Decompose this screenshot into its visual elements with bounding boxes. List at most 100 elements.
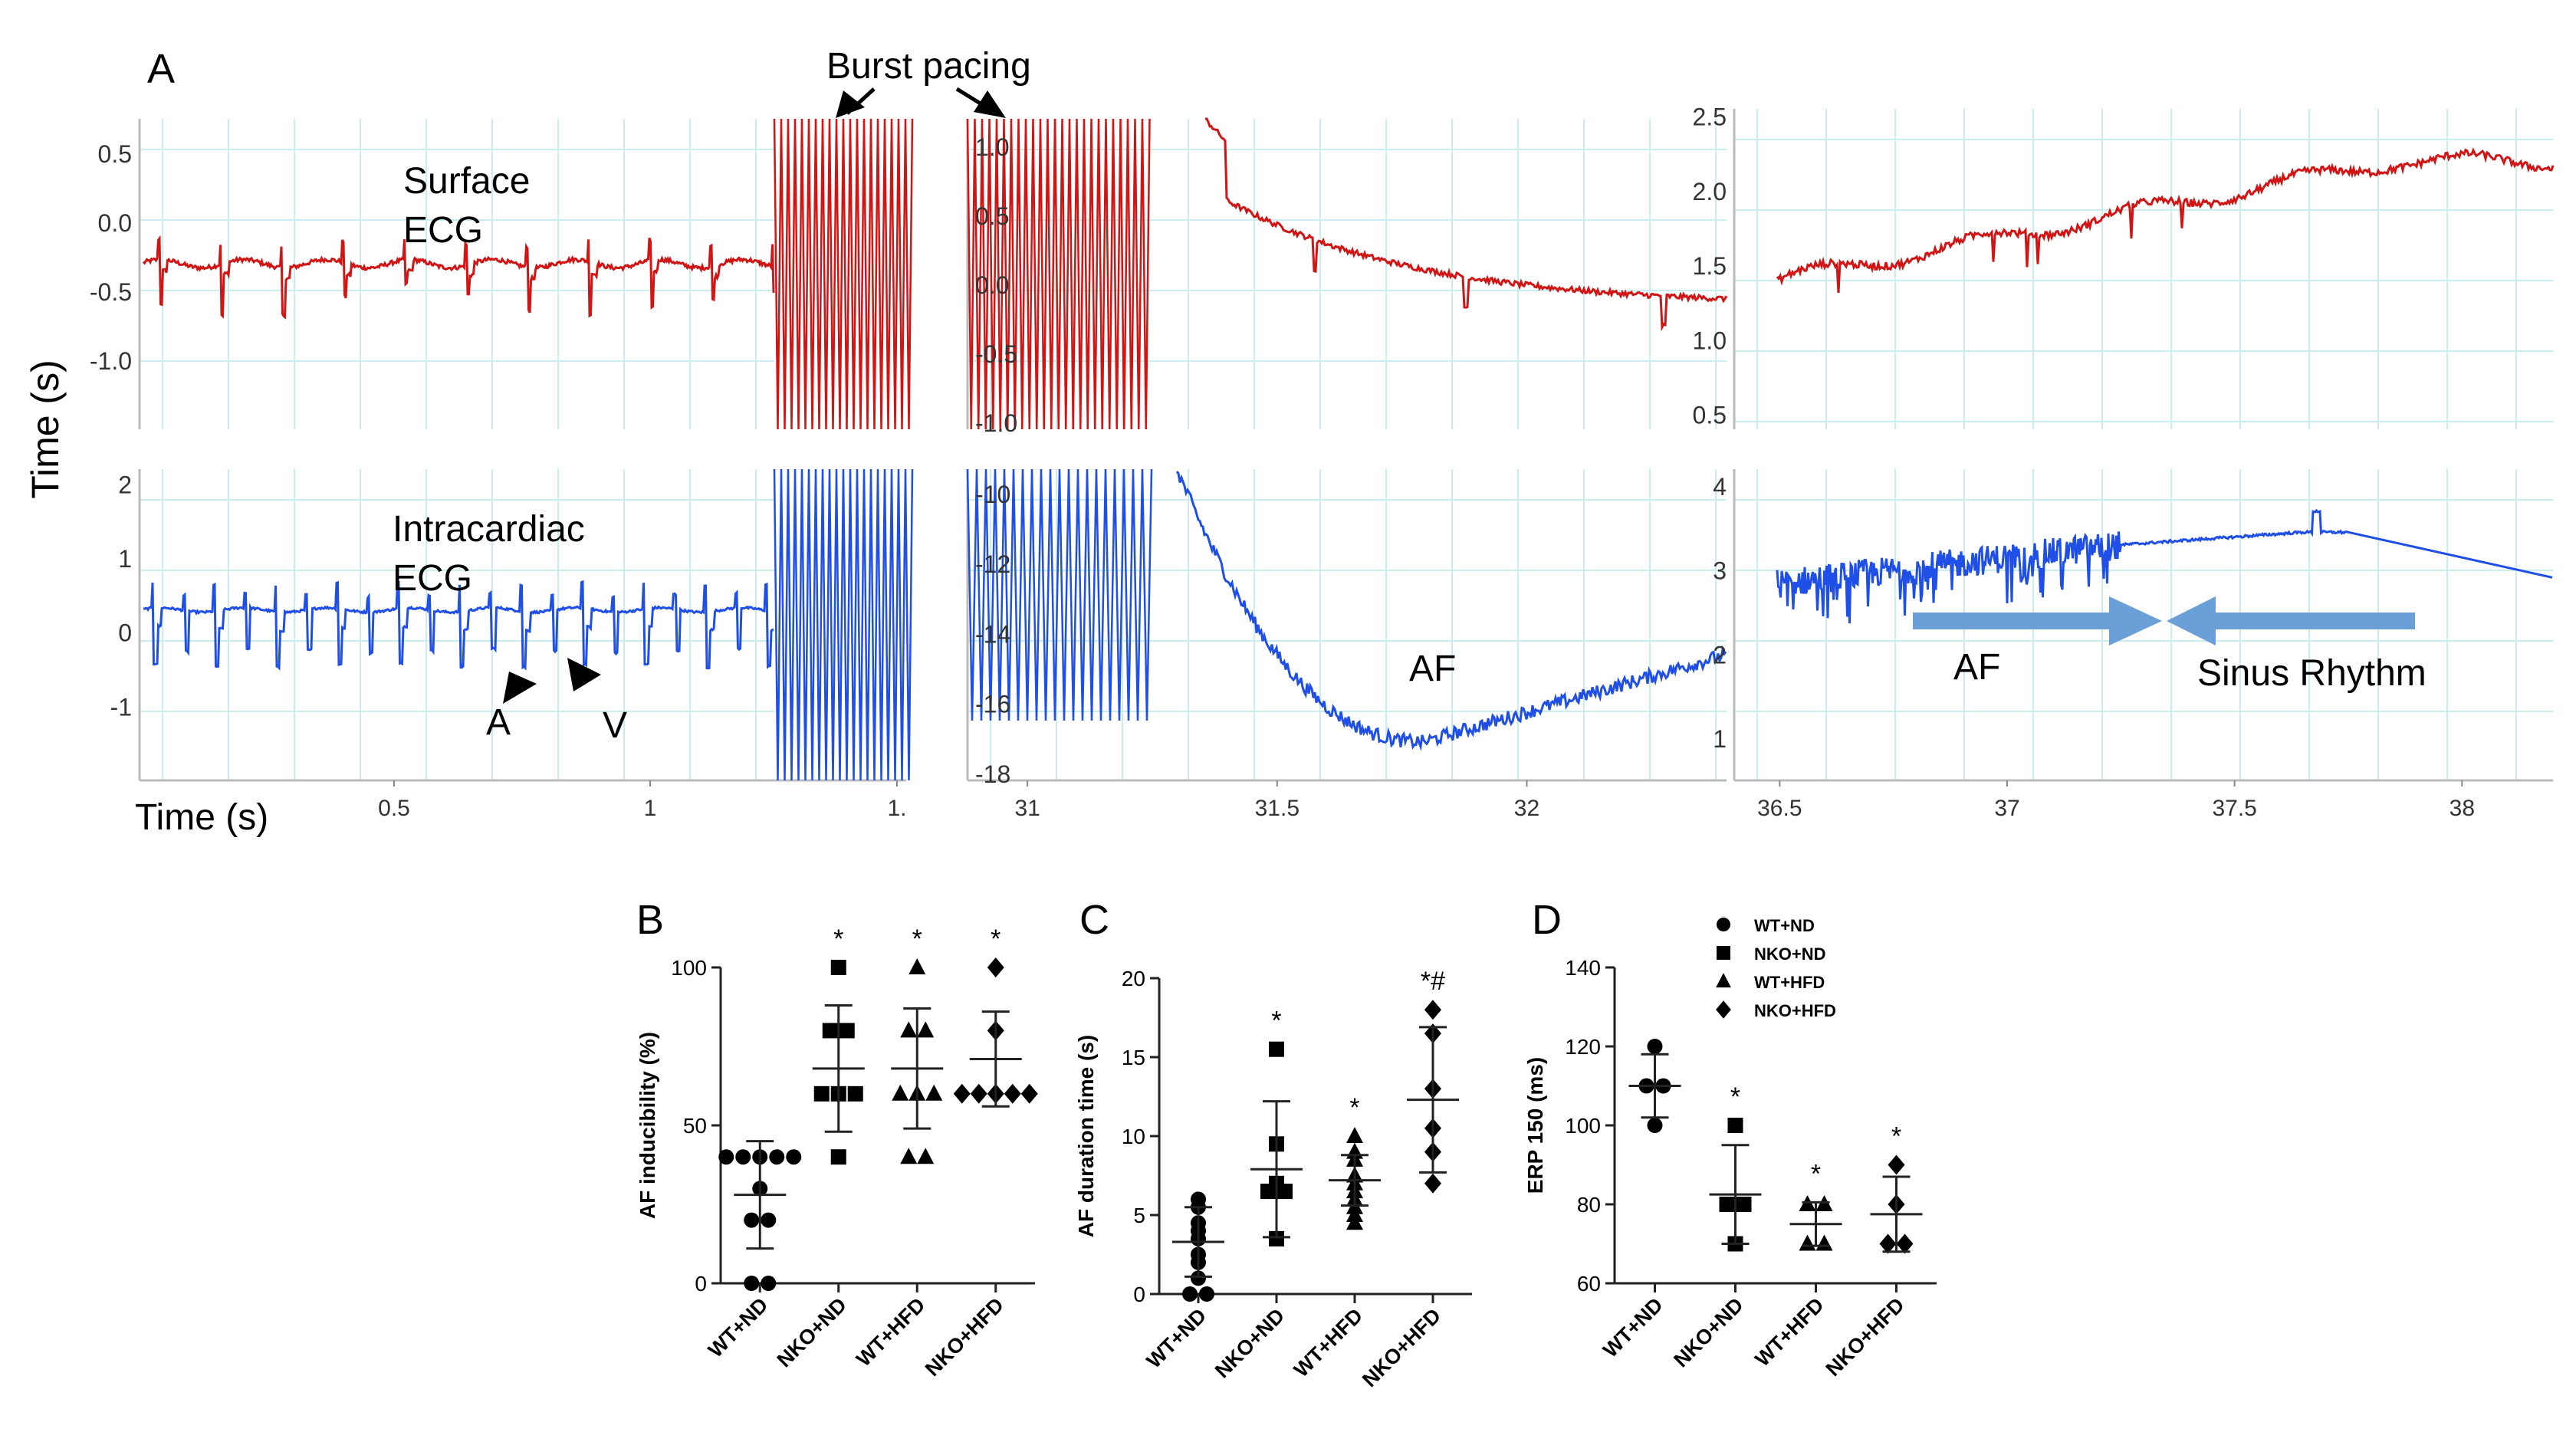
- a-surface-1-ytick-label: -1.0: [90, 347, 132, 375]
- panel-a-x-axis-label: Time (s): [135, 797, 268, 838]
- b-point-wt-hfd: [917, 1021, 935, 1038]
- a-intracardiac-1-xtick-label: 1: [644, 796, 657, 821]
- a-surface-recovery-trace: [1205, 117, 1728, 332]
- a-surface-3-ytick-label: 1.0: [1693, 327, 1727, 354]
- c-significance-mark: *: [1271, 1007, 1281, 1036]
- d-legend-marker: [1716, 973, 1731, 988]
- c-significance-mark: *#: [1421, 967, 1445, 996]
- a-surface-3-ytick-label: 0.5: [1693, 402, 1727, 429]
- a-intracardiac-2-xtick-label: 31: [1014, 796, 1040, 821]
- a-intracardiac-1-ytick-label: 0: [118, 619, 132, 647]
- b-point-wt-hfd: [917, 1148, 935, 1164]
- a-surface-1-ytick-label: -0.5: [90, 278, 132, 306]
- a-surface-2-ytick-label: 1.0: [975, 133, 1009, 161]
- a-surface-1-sinus-trace: [142, 235, 775, 320]
- intracardiac-ecg-label-line1: Intracardiac: [393, 509, 585, 550]
- a-surface-3-ytick-label: 1.5: [1693, 252, 1727, 280]
- d-legend-label: NKO+HFD: [1754, 1001, 1836, 1020]
- c-point-wt-hfd: [1346, 1127, 1363, 1143]
- atrial-wave-label: A: [486, 702, 511, 743]
- d-significance-mark: *: [1811, 1159, 1821, 1188]
- d-significance-mark: *: [1730, 1082, 1740, 1112]
- d-ytick-label: 80: [1577, 1193, 1601, 1217]
- b-point-nko-nd: [822, 1023, 838, 1039]
- a-intracardiac-1-ytick-label: 2: [118, 471, 132, 498]
- d-legend-label: WT+HFD: [1754, 973, 1825, 992]
- c-ytick-label: 5: [1133, 1204, 1145, 1227]
- a-intracardiac-burst-2: [966, 468, 1153, 721]
- b-point-nko-hfd: [1020, 1083, 1038, 1104]
- burst-arrowhead-left: [836, 90, 865, 118]
- a-surface-2-ytick-label: 0.5: [975, 202, 1009, 230]
- c-ytick-label: 15: [1122, 1046, 1145, 1069]
- a-surface-2-ytick-label: -1.0: [975, 409, 1017, 437]
- a-intracardiac-2-ytick-label: -12: [975, 550, 1010, 578]
- b-point-wt-nd: [744, 1212, 760, 1228]
- b-significance-mark: *: [833, 925, 843, 954]
- d-point-wt-nd: [1647, 1039, 1663, 1054]
- a-intracardiac-1-xtick-label: 1.: [887, 796, 906, 821]
- c-point-wt-nd: [1182, 1286, 1198, 1302]
- b-point-wt-nd: [786, 1149, 802, 1165]
- d-legend-marker: [1717, 946, 1730, 960]
- a-intracardiac-3-xtick-label: 38: [2450, 796, 2475, 821]
- panel-label-b: B: [636, 897, 664, 943]
- panel-a-tick-labels: 0.5 0.0 -0.5 -1.0 2 1 0 -1 1.0 0.5 0.0 -0.5 -1.0 -10 -…: [90, 103, 2475, 821]
- a-intracardiac-1-ytick-label: -1: [110, 693, 132, 721]
- b-point-nko-hfd: [970, 1083, 987, 1104]
- d-ytick-label: 100: [1565, 1114, 1601, 1138]
- b-point-nko-hfd: [953, 1083, 971, 1104]
- burst-pacing-label: Burst pacing: [826, 46, 1031, 87]
- surface-ecg-label-line1: Surface: [403, 161, 530, 202]
- d-legend-label: WT+ND: [1754, 916, 1815, 935]
- a-intracardiac-1-sinus-trace: [143, 580, 774, 671]
- c-point-nko-nd: [1269, 1230, 1284, 1246]
- d-legend-label: NKO+ND: [1754, 944, 1826, 964]
- a-intracardiac-2-ytick-label: -10: [975, 481, 1010, 508]
- a-intracardiac-3-ytick-label: 2: [1713, 641, 1727, 668]
- b-point-wt-nd: [735, 1149, 751, 1165]
- a-intracardiac-3-xtick-label: 36.5: [1757, 796, 1802, 821]
- intracardiac-ecg-label-line2: ECG: [393, 558, 472, 599]
- b-point-wt-hfd: [900, 1021, 918, 1038]
- a-intracardiac-2-ytick-label: -16: [975, 691, 1010, 718]
- panel-a-y-axis-label: Time (s): [24, 360, 67, 498]
- d-ytick-label: 120: [1565, 1035, 1601, 1059]
- d-ytick-label: 60: [1577, 1272, 1601, 1296]
- ventricular-wave-label: V: [603, 705, 627, 746]
- a-intracardiac-2-xtick-label: 31.5: [1255, 796, 1300, 821]
- a-surface-3-ytick-label: 2.5: [1693, 103, 1727, 131]
- b-point-wt-nd: [744, 1276, 760, 1291]
- c-ytick-label: 0: [1133, 1283, 1145, 1306]
- b-ytick-label: 100: [671, 956, 707, 980]
- c-point-nko-nd: [1269, 1041, 1284, 1057]
- b-point-nko-nd: [830, 1149, 846, 1165]
- d-significance-mark: *: [1891, 1122, 1901, 1151]
- ventricular-wave-arrowhead: [567, 658, 601, 691]
- c-ytick-label: 10: [1122, 1125, 1145, 1148]
- panel-label-c: C: [1079, 897, 1109, 943]
- c-ytick-label: 20: [1122, 967, 1145, 990]
- b-point-nko-nd: [813, 1085, 830, 1102]
- b-point-wt-nd: [718, 1149, 734, 1165]
- b-point-nko-hfd: [1004, 1083, 1021, 1104]
- af-label-middle: AF: [1409, 649, 1456, 689]
- a-surface-burst-1: [773, 118, 914, 430]
- b-point-wt-hfd: [925, 1084, 943, 1101]
- c-point-wt-hfd: [1346, 1214, 1363, 1230]
- a-intracardiac-2-xtick-label: 32: [1514, 796, 1539, 821]
- atrial-wave-arrowhead: [503, 672, 537, 704]
- a-intracardiac-2-ytick-label: -14: [975, 620, 1010, 648]
- a-intracardiac-3-ytick-label: 3: [1713, 557, 1727, 585]
- panel-a-traces: [142, 117, 2555, 781]
- a-intracardiac-3-ytick-label: 1: [1713, 725, 1727, 753]
- d-point-nko-nd: [1727, 1118, 1743, 1133]
- a-intracardiac-3-xtick-label: 37.5: [2212, 796, 2256, 821]
- a-surface-1-ytick-label: 0.5: [98, 140, 132, 168]
- d-y-axis-label: ERP 150 (ms): [1523, 1057, 1547, 1194]
- d-point-nko-hfd: [1888, 1154, 1905, 1175]
- a-surface-3-ytick-label: 2.0: [1693, 178, 1727, 205]
- c-point-nko-hfd: [1424, 1173, 1441, 1194]
- a-surface-1-ytick-label: 0.0: [98, 209, 132, 237]
- a-intracardiac-1-ytick-label: 1: [118, 545, 132, 573]
